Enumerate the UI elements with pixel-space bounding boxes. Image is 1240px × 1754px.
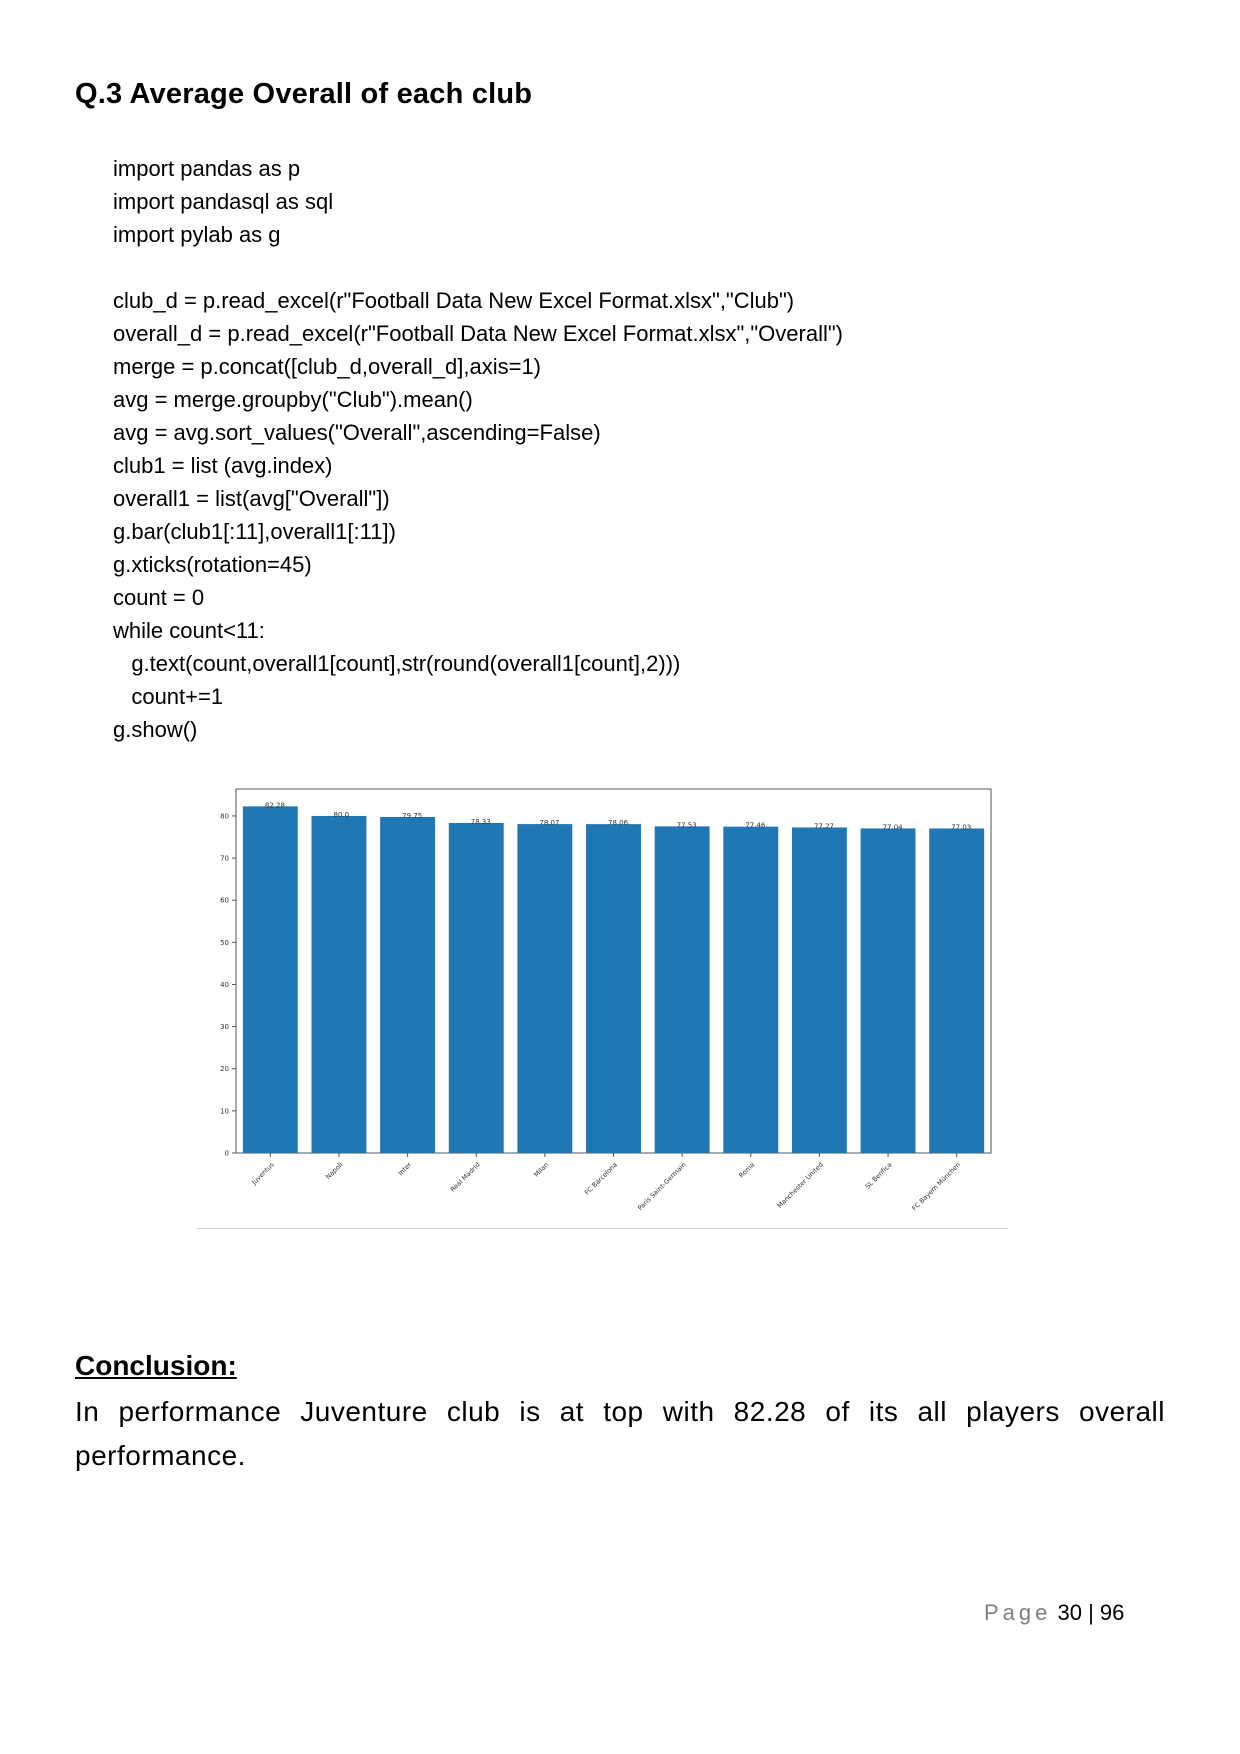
- code-line: avg = avg.sort_values("Overall",ascendin…: [113, 420, 601, 445]
- code-line: club1 = list (avg.index): [113, 453, 333, 478]
- data-label: 77.04: [883, 823, 904, 831]
- data-label: 78.06: [608, 819, 629, 827]
- page-number: 30 | 96: [1057, 1600, 1125, 1625]
- y-tick-label: 10: [220, 1107, 229, 1115]
- code-line: avg = merge.groupby("Club").mean(): [113, 387, 473, 412]
- bar: [586, 824, 641, 1153]
- data-label: 77.46: [745, 822, 766, 830]
- code-line: g.text(count,overall1[count],str(round(o…: [113, 651, 681, 676]
- bar: [380, 817, 436, 1153]
- x-tick-label: Roma: [737, 1161, 756, 1180]
- page-label: Page: [984, 1600, 1052, 1625]
- data-label: 77.27: [814, 822, 834, 830]
- x-tick-label: FC Bayern München: [910, 1161, 962, 1213]
- x-tick-label: Real Madrid: [449, 1161, 482, 1194]
- y-tick-label: 60: [220, 897, 229, 905]
- x-tick-label: FC Barcelona: [583, 1161, 619, 1197]
- bar: [723, 826, 779, 1153]
- x-tick-label: Milan: [532, 1161, 550, 1179]
- y-tick-label: 50: [220, 939, 229, 947]
- chart-divider: [196, 1228, 1008, 1229]
- x-tick-label: SL Benfica: [864, 1161, 894, 1191]
- data-label: 80.0: [334, 811, 350, 819]
- data-label: 77.53: [677, 821, 697, 829]
- x-tick-label: Manchester United: [776, 1161, 825, 1210]
- bar: [654, 826, 710, 1153]
- code-line: while count<11:: [113, 618, 265, 643]
- y-tick-label: 30: [220, 1023, 229, 1031]
- x-tick-label: Juventus: [250, 1160, 277, 1187]
- y-tick-label: 40: [220, 981, 229, 989]
- code-line: [113, 251, 843, 284]
- chart-svg: 0 10 20 30 40 50 60 70 80 82.28 Juventus 80.0 Napoli…: [220, 788, 992, 1213]
- bar: [860, 828, 916, 1153]
- y-tick-label: 20: [220, 1065, 229, 1073]
- page-heading: Q.3 Average Overall of each club: [75, 78, 533, 110]
- data-label: 82.28: [265, 801, 285, 809]
- code-line: count+=1: [113, 684, 224, 709]
- data-label: 78.33: [471, 818, 491, 826]
- data-label: 78.07: [539, 819, 559, 827]
- code-line: import pandasql as sql: [113, 189, 334, 214]
- bar: [929, 828, 985, 1153]
- code-line: overall_d = p.read_excel(r"Football Data…: [113, 321, 844, 346]
- x-tick-label: Paris Saint-Germain: [636, 1161, 687, 1212]
- code-line: import pylab as g: [113, 222, 281, 247]
- data-label: 79.75: [402, 812, 422, 820]
- x-tick-label: Napoli: [324, 1161, 344, 1181]
- code-line: merge = p.concat([club_d,overall_d],axis…: [113, 354, 542, 379]
- y-tick-label: 70: [220, 855, 229, 863]
- y-tick-label: 0: [225, 1150, 229, 1158]
- x-tick-label: Inter: [397, 1161, 414, 1178]
- bar: [517, 824, 573, 1153]
- data-label: 77.03: [951, 823, 971, 831]
- y-tick-label: 80: [220, 812, 229, 820]
- conclusion-title: Conclusion:: [75, 1350, 237, 1381]
- bar: [311, 815, 367, 1153]
- code-line: overall1 = list(avg["Overall"]): [113, 486, 390, 511]
- code-line: g.show(): [113, 717, 198, 742]
- code-line: count = 0: [113, 585, 205, 610]
- code-line: g.bar(club1[:11],overall1[:11]): [113, 519, 396, 544]
- bar: [791, 827, 847, 1153]
- conclusion-body: In performance Juventure club is at top …: [75, 1396, 1165, 1471]
- code-line: import pandas as p: [113, 156, 301, 181]
- code-line: club_d = p.read_excel(r"Football Data Ne…: [113, 288, 795, 313]
- code-line: g.xticks(rotation=45): [113, 552, 312, 577]
- bar: [242, 806, 298, 1153]
- code-block: import pandas as p import pandasql as sql…: [113, 152, 843, 746]
- page-footer: Page 30 | 96: [984, 1600, 1124, 1626]
- bar-chart: 0 10 20 30 40 50 60 70 80 82.28 Juventus 80.0 Napoli…: [196, 783, 1008, 1228]
- bar: [448, 822, 504, 1153]
